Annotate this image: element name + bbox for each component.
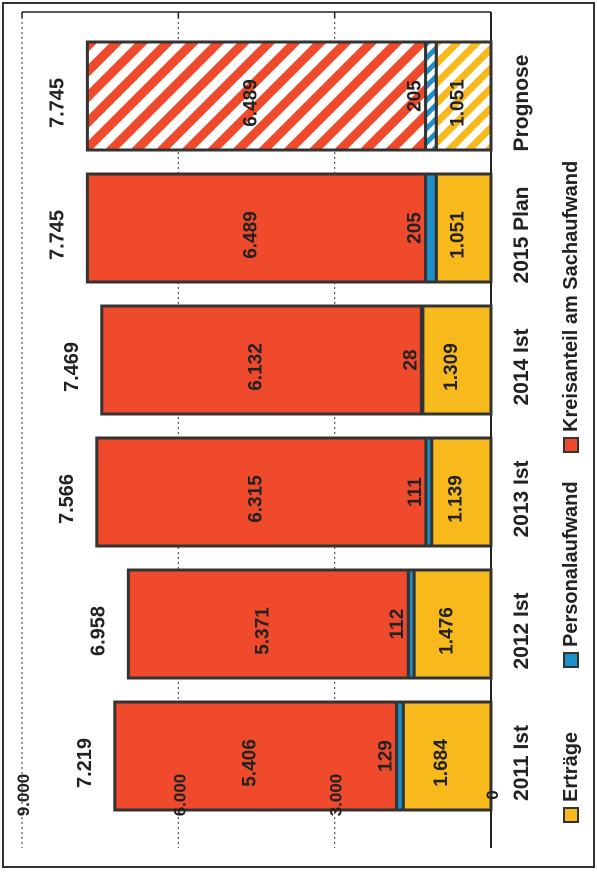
category-label: 2013 Ist — [510, 460, 533, 537]
data-label: 1.139 — [445, 475, 466, 523]
data-label: 6.315 — [245, 475, 266, 523]
bar-segment — [95, 436, 428, 548]
bar-segment — [430, 436, 493, 548]
category-label: 2015 Plan — [510, 187, 533, 284]
data-label: 1.051 — [448, 211, 469, 259]
total-label: 7.566 — [56, 474, 78, 524]
legend-label: Erträge — [560, 732, 582, 802]
legend: Erträge Personalaufwand Kreisanteil am Sac… — [560, 161, 582, 823]
data-label: 6.489 — [240, 79, 261, 127]
legend-swatch — [563, 437, 579, 453]
bar-segment — [85, 172, 428, 284]
bar-segment — [424, 40, 438, 152]
total-label: 6.958 — [87, 606, 109, 656]
category-label: 2014 Ist — [510, 328, 533, 405]
data-label: 1.051 — [448, 79, 469, 127]
bar-segment — [85, 40, 428, 152]
y-tick-label: 6.000 — [170, 774, 189, 817]
y-tick-label: 9.000 — [14, 774, 33, 817]
data-label: 1.684 — [431, 739, 452, 787]
bar-segment — [424, 172, 438, 284]
total-label: 7.745 — [46, 78, 68, 128]
bar-segment — [100, 304, 423, 416]
data-label: 1.309 — [441, 343, 462, 391]
category-label: 2012 Ist — [510, 592, 533, 669]
data-label: 1.476 — [437, 607, 458, 655]
bar-segment — [434, 172, 493, 284]
total-label: 7.469 — [61, 342, 83, 392]
bar-segment — [434, 40, 493, 152]
total-label: 7.745 — [46, 210, 68, 260]
bars — [85, 40, 493, 812]
category-label: 2011 Ist — [510, 725, 533, 801]
legend-label: Personalaufwand — [560, 481, 582, 647]
legend-swatch — [563, 652, 579, 668]
data-label: 5.371 — [252, 607, 273, 655]
legend-label: Kreisanteil am Sachaufwand — [560, 161, 582, 432]
data-label: 5.406 — [240, 739, 261, 787]
y-tick-label: 3.000 — [327, 774, 346, 817]
data-label: 6.489 — [240, 211, 261, 259]
bar-segment — [421, 304, 493, 416]
data-label: 6.132 — [246, 343, 267, 391]
category-label: Prognose — [510, 55, 533, 152]
bar-segment — [126, 568, 410, 680]
data-label: 112 — [387, 609, 408, 640]
data-label: 205 — [405, 80, 426, 112]
total-label: 7.219 — [74, 738, 96, 788]
bar-segment — [113, 700, 399, 812]
data-label: 28 — [400, 349, 421, 370]
data-label: 111 — [405, 477, 426, 507]
data-label: 129 — [376, 740, 397, 772]
labels: 0 3.000 6.000 9.000 1.684 129 5.406 7.219 2011 I… — [14, 55, 533, 817]
legend-swatch — [563, 807, 579, 823]
y-tick-label: 0 — [483, 790, 502, 799]
data-label: 205 — [405, 212, 426, 244]
bar-segment — [401, 700, 493, 812]
